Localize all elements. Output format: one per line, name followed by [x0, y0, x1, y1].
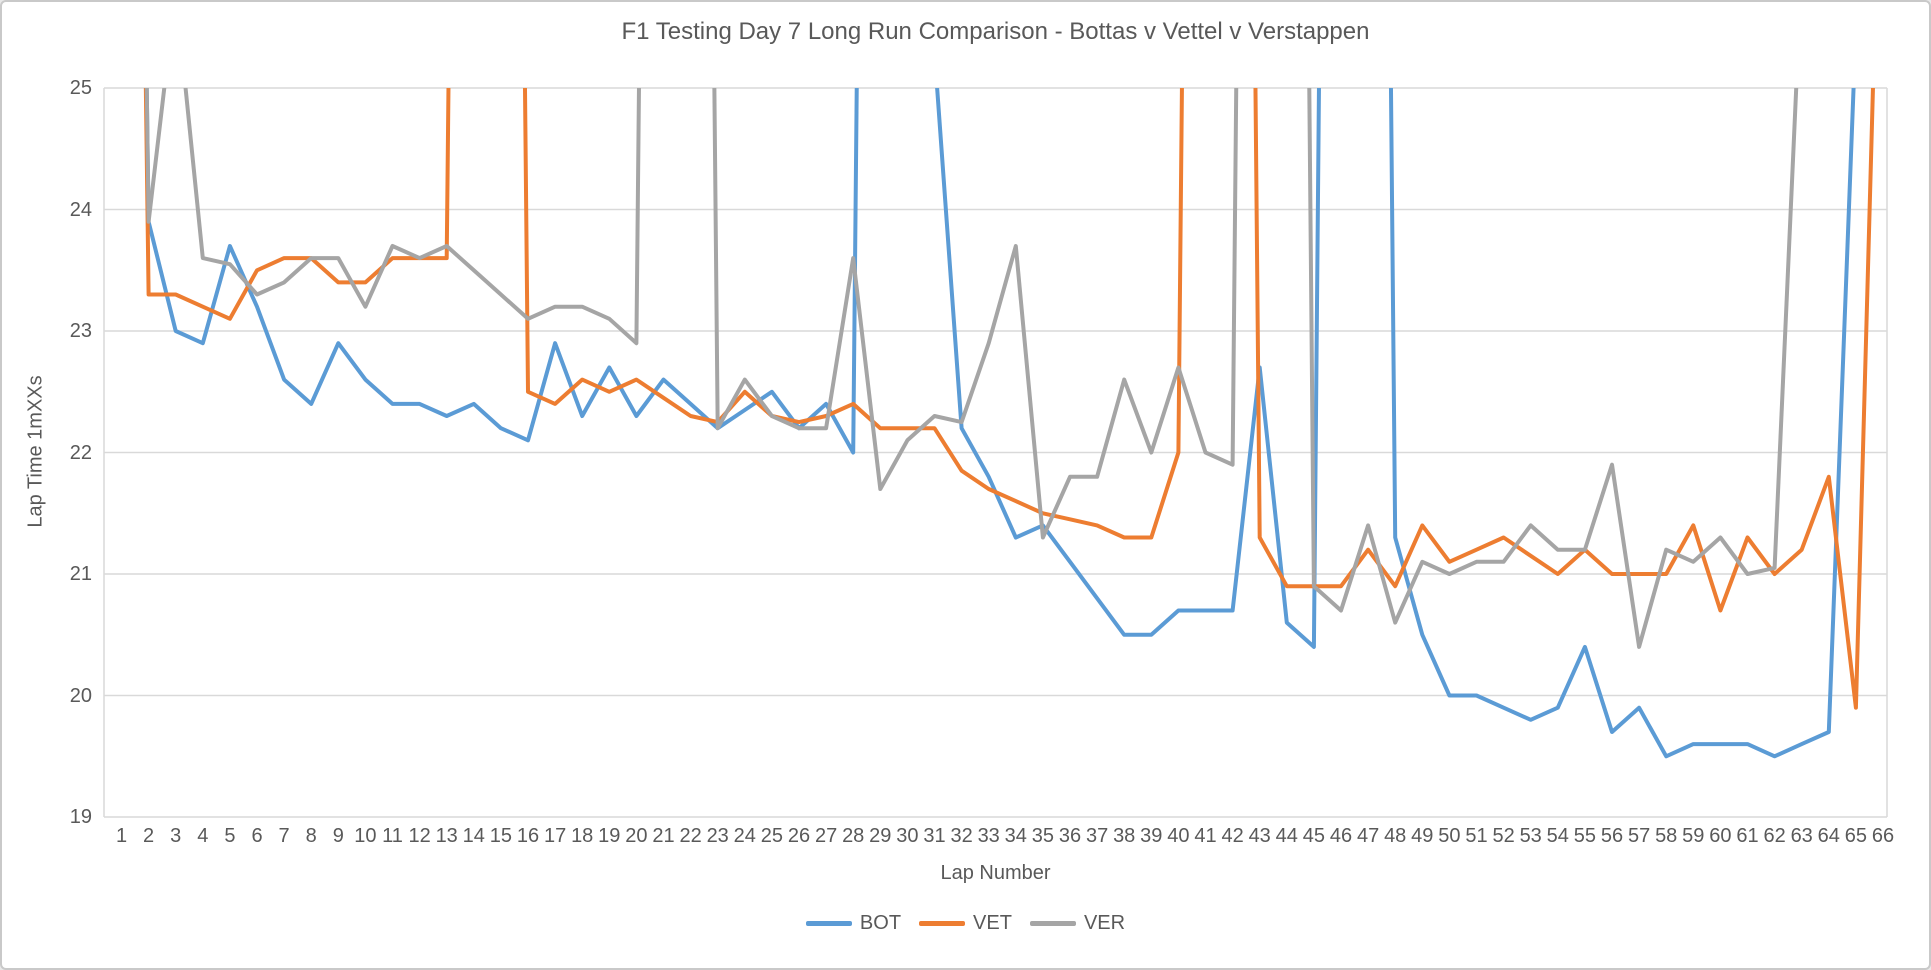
y-tick-label-25: 25 — [69, 77, 92, 99]
x-tick-label-31: 31 — [923, 825, 946, 847]
x-tick-label-6: 6 — [251, 825, 263, 847]
x-tick-label-66: 66 — [1871, 825, 1895, 847]
x-tick-label-29: 29 — [869, 825, 892, 847]
x-tick-label-24: 24 — [733, 825, 756, 847]
x-tick-label-10: 10 — [354, 825, 377, 847]
legend-swatch-bot-icon — [805, 921, 852, 926]
x-tick-label-54: 54 — [1546, 825, 1569, 847]
legend-item-vet: VET — [919, 912, 1012, 935]
x-tick-label-55: 55 — [1573, 825, 1597, 847]
x-tick-label-1: 1 — [115, 825, 128, 847]
series-line-ver — [144, 88, 1799, 649]
x-tick-label-23: 23 — [706, 825, 729, 847]
x-tick-label-2: 2 — [143, 825, 155, 847]
x-tick-label-32: 32 — [950, 825, 973, 847]
x-tick-label-18: 18 — [571, 825, 594, 847]
x-tick-label-9: 9 — [332, 825, 344, 847]
legend-item-bot: BOT — [805, 912, 902, 935]
x-tick-label-28: 28 — [842, 825, 865, 847]
x-tick-label-39: 39 — [1140, 825, 1163, 847]
x-tick-label-19: 19 — [598, 825, 621, 847]
legend-label-bot: BOT — [859, 912, 902, 934]
x-tick-label-33: 33 — [977, 825, 1000, 847]
series-line-vet — [143, 88, 1875, 710]
x-tick-label-8: 8 — [305, 825, 317, 847]
y-tick-label-23: 23 — [69, 320, 92, 342]
x-tick-label-12: 12 — [408, 825, 431, 847]
x-tick-label-56: 56 — [1600, 825, 1624, 847]
x-tick-label-14: 14 — [462, 825, 485, 847]
x-tick-label-50: 50 — [1438, 825, 1461, 847]
x-axis-title: Lap Number — [940, 862, 1051, 884]
legend-label-vet: VET — [973, 912, 1012, 934]
x-tick-label-13: 13 — [435, 825, 458, 847]
x-tick-label-37: 37 — [1085, 825, 1109, 847]
x-tick-label-42: 42 — [1221, 825, 1244, 847]
series-line-bot — [144, 88, 1856, 759]
x-tick-label-3: 3 — [170, 825, 182, 847]
x-tick-label-41: 41 — [1194, 825, 1217, 847]
x-tick-label-47: 47 — [1356, 825, 1380, 847]
y-tick-label-21: 21 — [69, 563, 92, 585]
legend-label-ver: VER — [1083, 912, 1126, 934]
x-tick-label-22: 22 — [679, 825, 702, 847]
legend-item-ver: VER — [1029, 912, 1126, 935]
x-tick-label-40: 40 — [1167, 825, 1190, 847]
x-tick-label-4: 4 — [197, 825, 209, 847]
x-tick-label-60: 60 — [1709, 825, 1732, 847]
x-tick-label-34: 34 — [1004, 825, 1027, 847]
chart-title: F1 Testing Day 7 Long Run Comparison - B… — [621, 18, 1370, 45]
legend: BOT VET VER — [2, 912, 1929, 935]
y-tick-label-24: 24 — [69, 198, 92, 221]
x-tick-label-58: 58 — [1655, 825, 1678, 847]
x-tick-label-57: 57 — [1627, 825, 1651, 847]
x-tick-label-48: 48 — [1384, 825, 1407, 847]
x-tick-label-51: 51 — [1465, 825, 1488, 847]
x-tick-label-59: 59 — [1682, 825, 1705, 847]
legend-swatch-vet-icon — [919, 921, 966, 926]
x-tick-label-11: 11 — [382, 825, 403, 847]
x-tick-label-62: 62 — [1763, 825, 1786, 847]
x-tick-label-36: 36 — [1058, 825, 1082, 847]
x-tick-label-17: 17 — [543, 825, 567, 847]
x-tick-label-49: 49 — [1411, 825, 1434, 847]
x-tick-label-43: 43 — [1248, 825, 1271, 847]
legend-swatch-ver-icon — [1029, 921, 1076, 926]
x-tick-label-45: 45 — [1302, 825, 1326, 847]
x-tick-label-7: 7 — [278, 825, 290, 847]
y-tick-label-22: 22 — [69, 441, 92, 464]
x-tick-label-63: 63 — [1790, 825, 1813, 847]
x-tick-label-20: 20 — [625, 825, 648, 847]
x-tick-label-21: 21 — [652, 825, 675, 847]
x-tick-label-38: 38 — [1113, 825, 1136, 847]
x-tick-label-46: 46 — [1329, 825, 1353, 847]
x-tick-label-61: 61 — [1736, 825, 1759, 847]
x-tick-label-35: 35 — [1031, 825, 1055, 847]
x-tick-label-15: 15 — [489, 825, 513, 847]
x-tick-label-30: 30 — [896, 825, 919, 847]
x-tick-label-44: 44 — [1275, 825, 1298, 847]
x-tick-label-64: 64 — [1817, 825, 1840, 847]
x-tick-label-25: 25 — [760, 825, 784, 847]
y-tick-label-20: 20 — [69, 684, 92, 707]
x-tick-label-5: 5 — [224, 825, 236, 847]
x-tick-label-16: 16 — [516, 825, 540, 847]
y-tick-label-19: 19 — [69, 806, 92, 828]
x-tick-label-26: 26 — [787, 825, 811, 847]
x-tick-label-52: 52 — [1492, 825, 1515, 847]
x-tick-label-65: 65 — [1844, 825, 1868, 847]
x-tick-label-27: 27 — [814, 825, 838, 847]
x-tick-label-53: 53 — [1519, 825, 1542, 847]
